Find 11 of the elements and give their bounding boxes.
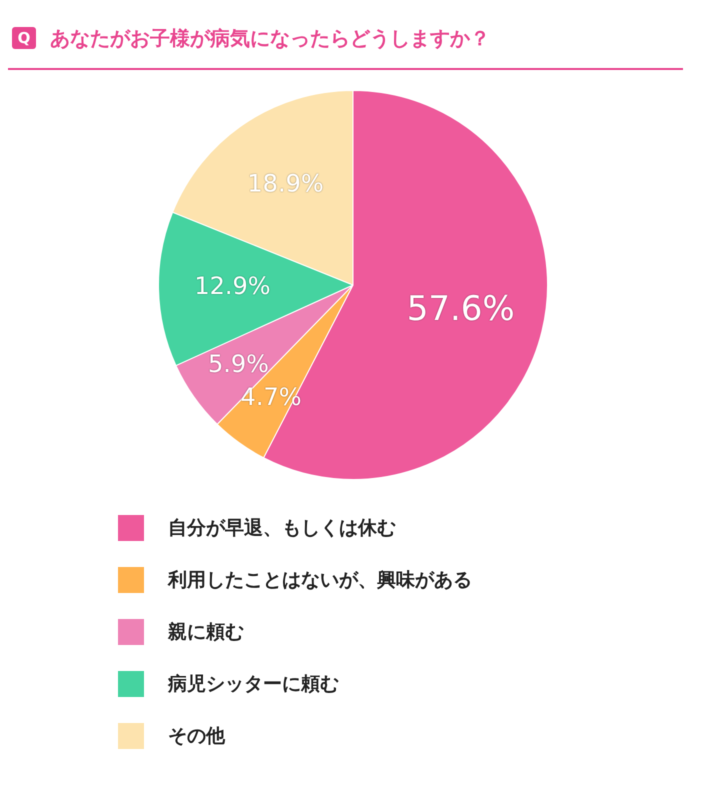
text: Q [12, 27, 36, 49]
data-label: 12.9% [194, 272, 271, 300]
legend-label: 利用したことはないが、興味がある [168, 568, 472, 593]
legend-label: 病児シッターに頼む [168, 672, 339, 697]
data-label: 57.6% [406, 289, 515, 330]
legend-label: その他 [168, 724, 225, 749]
data-label: 5.9% [208, 350, 269, 378]
legend-label: 親に頼む [168, 620, 244, 645]
legend-label: 自分が早退、もしくは休む [168, 516, 396, 541]
data-label: 18.9% [247, 169, 324, 198]
chart-title: あなたがお子様が病気になったらどうしますか？ [50, 24, 490, 52]
